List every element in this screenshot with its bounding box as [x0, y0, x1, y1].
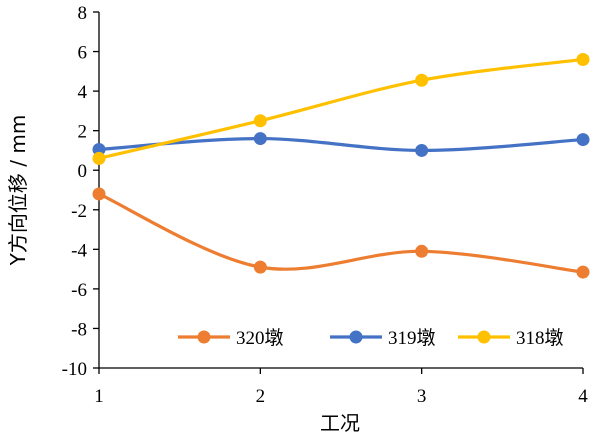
data-point	[576, 265, 590, 279]
y-tick-label: 6	[78, 43, 88, 64]
x-tick-label: 3	[417, 386, 427, 407]
legend-swatch-marker	[197, 330, 211, 344]
legend-swatch-marker	[477, 330, 491, 344]
data-point	[253, 114, 267, 128]
legend-label: 318墩	[516, 327, 564, 349]
data-point	[92, 187, 106, 201]
y-tick-label: 4	[78, 82, 88, 103]
data-point	[576, 133, 590, 147]
legend-label: 320墩	[236, 327, 284, 349]
data-point	[576, 52, 590, 66]
legend: 320墩 319墩 318墩	[178, 327, 564, 349]
y-axis-title: Y方向位移 / mm	[6, 115, 30, 267]
x-tick-label: 1	[94, 386, 104, 407]
y-tick-label: -10	[62, 359, 87, 380]
y-tick-label: -8	[71, 319, 87, 340]
y-tick-label: -6	[71, 280, 87, 301]
legend-item: 319墩	[330, 327, 436, 349]
x-axis-title: 工况	[320, 411, 360, 435]
y-tick-label: 2	[78, 122, 88, 143]
x-tick-label: 4	[578, 386, 588, 407]
y-tick-label: -2	[71, 201, 87, 222]
data-point	[92, 151, 106, 165]
data-point	[415, 244, 429, 258]
x-tick-label: 2	[256, 386, 266, 407]
data-point	[253, 260, 267, 274]
x-axis-ticks: 1 2 3 4	[94, 368, 588, 407]
data-point	[415, 143, 429, 157]
series-1	[92, 187, 590, 279]
data-point	[253, 132, 267, 146]
series-group	[92, 52, 590, 279]
data-point	[415, 73, 429, 87]
legend-item: 320墩	[178, 327, 284, 349]
series-2	[92, 132, 590, 157]
y-tick-label: 0	[78, 161, 88, 182]
series-line	[97, 57, 585, 160]
data-point	[92, 142, 106, 156]
legend-label: 319墩	[388, 327, 436, 349]
series-line	[97, 192, 585, 274]
y-tick-label: 8	[78, 3, 88, 24]
series-3	[92, 52, 590, 165]
legend-swatch-marker	[349, 330, 363, 344]
y-axis-ticks: 8 6 4 2 0 -2 -4 -6 -8 -10	[62, 3, 99, 380]
legend-item: 318墩	[458, 327, 564, 349]
y-tick-label: -4	[71, 240, 87, 261]
axes	[98, 12, 583, 369]
